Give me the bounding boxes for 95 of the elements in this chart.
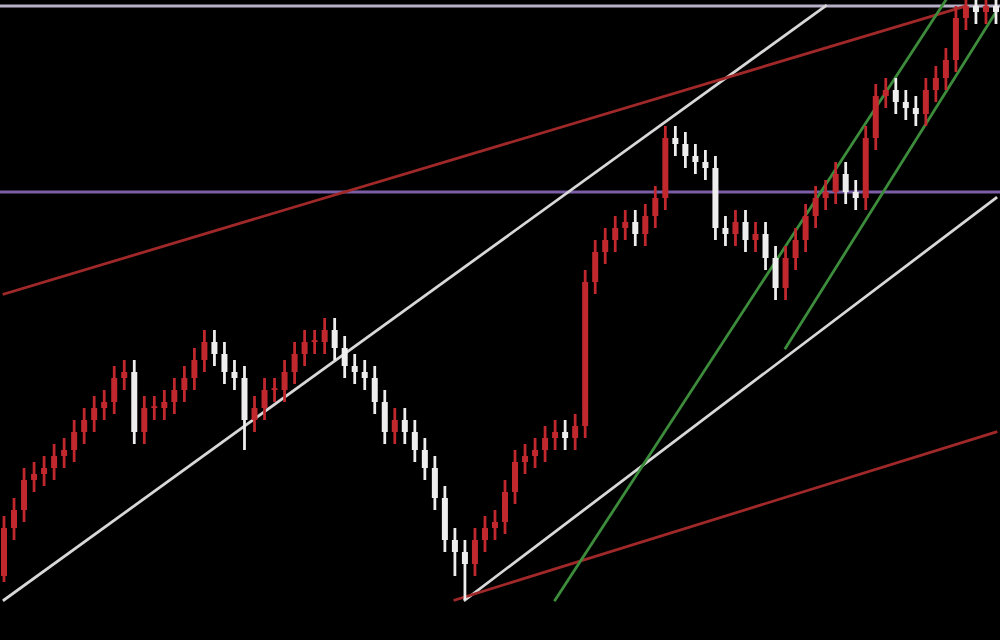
candlestick — [431, 454, 438, 512]
candlestick — [802, 202, 809, 254]
candlestick — [702, 148, 709, 182]
candlestick — [301, 328, 308, 368]
candlestick — [1, 514, 8, 584]
candlestick — [351, 352, 358, 386]
candlestick — [411, 418, 418, 464]
candlestick — [241, 364, 248, 452]
candlestick — [321, 316, 328, 356]
candlestick — [912, 94, 919, 128]
candlestick — [181, 364, 188, 404]
candlestick — [251, 394, 258, 434]
candlestick — [922, 76, 929, 128]
candlestick — [552, 418, 559, 452]
candlestick — [481, 514, 488, 554]
candlestick — [982, 0, 989, 26]
candlestick — [141, 394, 148, 446]
candlestick — [391, 406, 398, 446]
candlestick — [311, 328, 318, 356]
candlestick — [952, 4, 959, 74]
candlestick — [672, 124, 679, 158]
candlestick — [171, 376, 178, 416]
candlestick — [261, 376, 268, 422]
candlestick — [41, 454, 48, 488]
candlestick — [421, 436, 428, 482]
candlestick — [451, 526, 458, 578]
candlestick — [361, 358, 368, 392]
candlestick — [782, 244, 789, 302]
candlestick — [381, 388, 388, 446]
candlestick — [111, 364, 118, 416]
candlestick — [121, 358, 128, 392]
candlestick — [491, 508, 498, 542]
candlestick — [11, 496, 18, 542]
candlestick — [822, 178, 829, 212]
candlestick — [572, 412, 579, 452]
candlestick — [331, 316, 338, 362]
candlestick — [972, 0, 979, 26]
candlestick — [401, 406, 408, 446]
candlestick — [271, 376, 278, 404]
candlestick — [441, 484, 448, 554]
candlestick — [562, 418, 569, 452]
candlestick — [992, 0, 999, 26]
candlestick — [832, 160, 839, 206]
candlestick — [612, 214, 619, 254]
candlestick — [51, 442, 58, 482]
candlestick — [872, 82, 879, 152]
candlestick — [21, 466, 28, 524]
candlestick — [882, 76, 889, 110]
candlestick — [201, 328, 208, 374]
candlestick — [71, 418, 78, 464]
candlestick — [512, 448, 519, 506]
candlestick — [722, 214, 729, 248]
candlestick — [371, 364, 378, 416]
candlestick — [892, 76, 899, 116]
candlestick — [732, 208, 739, 248]
candlestick — [772, 244, 779, 302]
candlestick — [502, 478, 509, 536]
candlestick — [852, 178, 859, 212]
candlestick — [161, 388, 168, 422]
candlestick — [932, 64, 939, 104]
candlestick — [592, 238, 599, 296]
candlestick — [762, 220, 769, 272]
candlestick — [942, 46, 949, 92]
candlestick — [902, 88, 909, 122]
candlestick — [61, 436, 68, 470]
candlestick — [742, 208, 749, 254]
candlestick — [642, 202, 649, 248]
candlestick — [962, 0, 969, 32]
candlestick — [281, 358, 288, 404]
candlestick — [461, 538, 468, 602]
candlestick — [471, 526, 478, 578]
candlestick — [151, 394, 158, 422]
candlestick — [652, 184, 659, 230]
candlestick — [532, 436, 539, 470]
candlestick — [341, 334, 348, 380]
candlestick — [632, 208, 639, 248]
candlestick — [291, 340, 298, 386]
candlestick — [211, 328, 218, 368]
candlestick — [91, 394, 98, 434]
candlestick — [191, 346, 198, 392]
candlestick — [81, 406, 88, 446]
candlestick — [221, 340, 228, 386]
candlestick — [101, 388, 108, 422]
candlestick — [31, 460, 38, 494]
candlestick — [792, 226, 799, 272]
candlestick — [522, 442, 529, 476]
candlestick — [842, 160, 849, 206]
candlestick — [752, 220, 759, 254]
candlestick — [602, 226, 609, 266]
candlestick — [622, 208, 629, 242]
candlestick — [682, 130, 689, 170]
candlestick — [812, 184, 819, 230]
candlestick — [542, 424, 549, 464]
candlestick — [231, 358, 238, 392]
candlestick — [692, 142, 699, 176]
